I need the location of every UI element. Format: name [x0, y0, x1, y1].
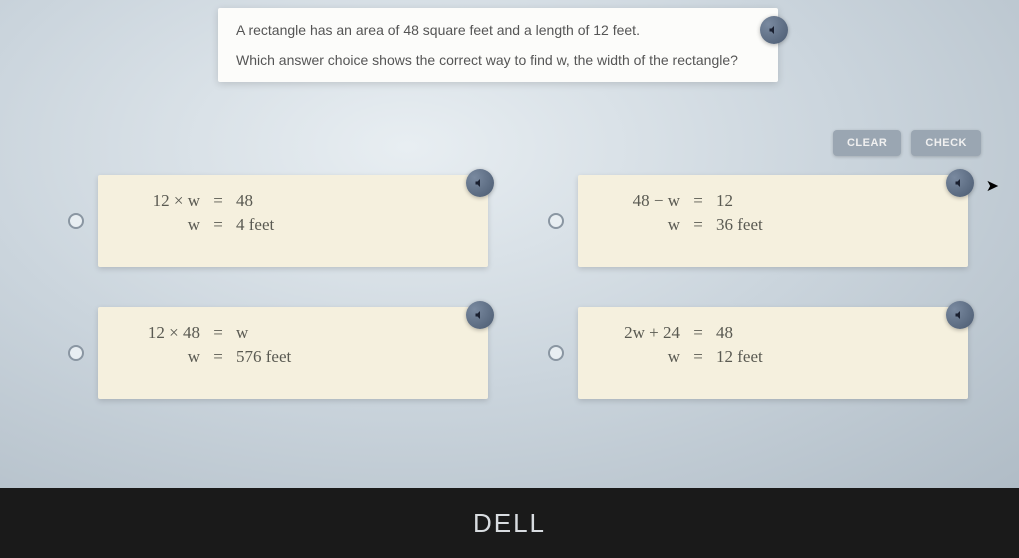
cursor-icon: ➤ [986, 176, 999, 196]
choice-c-card[interactable]: 12 × 48 = w w = 576 feet [98, 307, 488, 399]
choices-grid: 12 × w = 48 w = 4 feet 48 − w = [68, 175, 968, 399]
question-audio-button[interactable] [760, 16, 788, 44]
choice-a-radio[interactable] [68, 213, 84, 229]
choice-d: 2w + 24 = 48 w = 12 feet [548, 307, 968, 399]
speaker-icon [474, 309, 486, 321]
quiz-area: A rectangle has an area of 48 square fee… [0, 0, 1019, 488]
choice-b-eq1: 48 − w = 12 [598, 191, 948, 211]
choice-c-eq1: 12 × 48 = w [118, 323, 468, 343]
choice-c-radio[interactable] [68, 345, 84, 361]
question-line2: Which answer choice shows the correct wa… [236, 52, 760, 68]
choice-a: 12 × w = 48 w = 4 feet [68, 175, 488, 267]
clear-button[interactable]: CLEAR [833, 130, 901, 156]
question-box: A rectangle has an area of 48 square fee… [218, 8, 778, 82]
choice-b: 48 − w = 12 w = 36 feet [548, 175, 968, 267]
dell-logo: DELL [473, 508, 546, 539]
choice-b-audio-button[interactable] [946, 169, 974, 197]
choice-d-eq2: w = 12 feet [598, 347, 948, 367]
choice-b-radio[interactable] [548, 213, 564, 229]
choice-d-audio-button[interactable] [946, 301, 974, 329]
check-button[interactable]: CHECK [911, 130, 981, 156]
speaker-icon [474, 177, 486, 189]
choice-a-eq1: 12 × w = 48 [118, 191, 468, 211]
choice-b-card[interactable]: 48 − w = 12 w = 36 feet [578, 175, 968, 267]
speaker-icon [768, 24, 780, 36]
choice-c-eq2: w = 576 feet [118, 347, 468, 367]
choice-a-audio-button[interactable] [466, 169, 494, 197]
question-line1: A rectangle has an area of 48 square fee… [236, 22, 760, 38]
choice-d-radio[interactable] [548, 345, 564, 361]
choice-a-card[interactable]: 12 × w = 48 w = 4 feet [98, 175, 488, 267]
choice-a-eq2: w = 4 feet [118, 215, 468, 235]
speaker-icon [954, 177, 966, 189]
choice-b-eq2: w = 36 feet [598, 215, 948, 235]
speaker-icon [954, 309, 966, 321]
choice-d-card[interactable]: 2w + 24 = 48 w = 12 feet [578, 307, 968, 399]
choice-c: 12 × 48 = w w = 576 feet [68, 307, 488, 399]
choice-d-eq1: 2w + 24 = 48 [598, 323, 948, 343]
laptop-bezel: DELL [0, 488, 1019, 558]
choice-c-audio-button[interactable] [466, 301, 494, 329]
action-buttons: CLEAR CHECK [833, 130, 981, 156]
